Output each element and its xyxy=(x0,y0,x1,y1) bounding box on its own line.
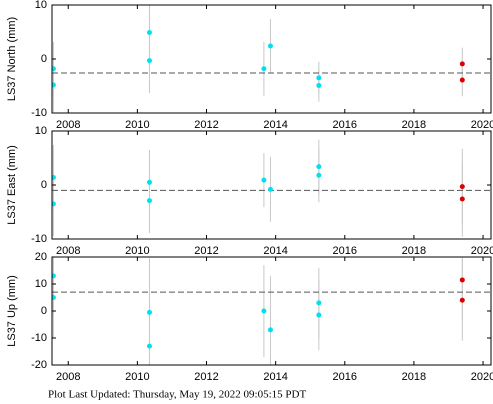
y-axis-label: LS37 East (mm) xyxy=(6,145,18,224)
point xyxy=(146,198,152,204)
point xyxy=(459,277,465,283)
plot-area xyxy=(52,139,491,237)
x-tick-label: 2008 xyxy=(56,119,80,131)
point xyxy=(316,300,322,306)
x-tick-label: 2012 xyxy=(194,371,218,383)
point xyxy=(146,309,152,315)
point xyxy=(316,164,322,170)
y-tick-label: 10 xyxy=(35,0,47,11)
x-tick-label: 2010 xyxy=(125,119,149,131)
point xyxy=(52,66,56,72)
plot-area xyxy=(52,257,491,365)
point xyxy=(267,43,273,49)
y-tick-label: 10 xyxy=(35,125,47,137)
point xyxy=(52,201,56,207)
x-tick-label: 2014 xyxy=(263,119,287,131)
x-tick-label: 2010 xyxy=(125,245,149,257)
frame xyxy=(51,256,492,366)
x-tick-label: 2008 xyxy=(56,245,80,257)
y-tick-label: 10 xyxy=(35,278,47,290)
x-tick-label: 2018 xyxy=(402,119,426,131)
y-tick-label: 0 xyxy=(41,179,47,191)
x-tick-label: 2018 xyxy=(402,371,426,383)
point xyxy=(316,172,322,178)
x-tick-label: 2016 xyxy=(333,119,357,131)
y-tick-label: 0 xyxy=(41,305,47,317)
y-tick-label: 0 xyxy=(41,53,47,65)
point xyxy=(52,82,56,88)
point xyxy=(146,179,152,185)
x-tick-label: 2008 xyxy=(56,371,80,383)
x-tick-label: 2020 xyxy=(471,245,493,257)
frame xyxy=(51,4,492,114)
x-tick-label: 2016 xyxy=(333,371,357,383)
point xyxy=(261,66,267,72)
x-tick-label: 2014 xyxy=(263,371,287,383)
x-tick-label: 2014 xyxy=(263,245,287,257)
x-tick-label: 2012 xyxy=(194,119,218,131)
x-tick-label: 2010 xyxy=(125,371,149,383)
point xyxy=(459,196,465,202)
point xyxy=(459,61,465,67)
y-tick-label: 20 xyxy=(35,251,47,263)
point xyxy=(267,186,273,192)
y-tick-label: -10 xyxy=(31,332,47,344)
point xyxy=(459,297,465,303)
point xyxy=(459,184,465,190)
point xyxy=(52,295,56,300)
y-axis-label: LS37 Up (mm) xyxy=(6,275,18,347)
point xyxy=(316,75,322,81)
footer: Plot Last Updated: Thursday, May 19, 202… xyxy=(48,389,306,401)
x-tick-label: 2012 xyxy=(194,245,218,257)
point xyxy=(316,312,322,318)
point xyxy=(52,174,56,180)
point xyxy=(261,308,267,314)
frame xyxy=(51,130,492,240)
plot-area xyxy=(52,5,491,112)
x-tick-label: 2020 xyxy=(471,371,493,383)
point xyxy=(146,343,152,349)
y-tick-label: -10 xyxy=(31,107,47,119)
point xyxy=(52,273,56,279)
y-axis-label: LS37 North (mm) xyxy=(6,17,18,101)
point xyxy=(316,82,322,88)
y-tick-label: -20 xyxy=(31,359,47,371)
point xyxy=(146,58,152,64)
point xyxy=(261,177,267,183)
x-tick-label: 2016 xyxy=(333,245,357,257)
x-tick-label: 2018 xyxy=(402,245,426,257)
point xyxy=(146,30,152,36)
y-tick-label: -10 xyxy=(31,233,47,245)
x-tick-label: 2020 xyxy=(471,119,493,131)
point xyxy=(459,77,465,83)
point xyxy=(267,327,273,333)
